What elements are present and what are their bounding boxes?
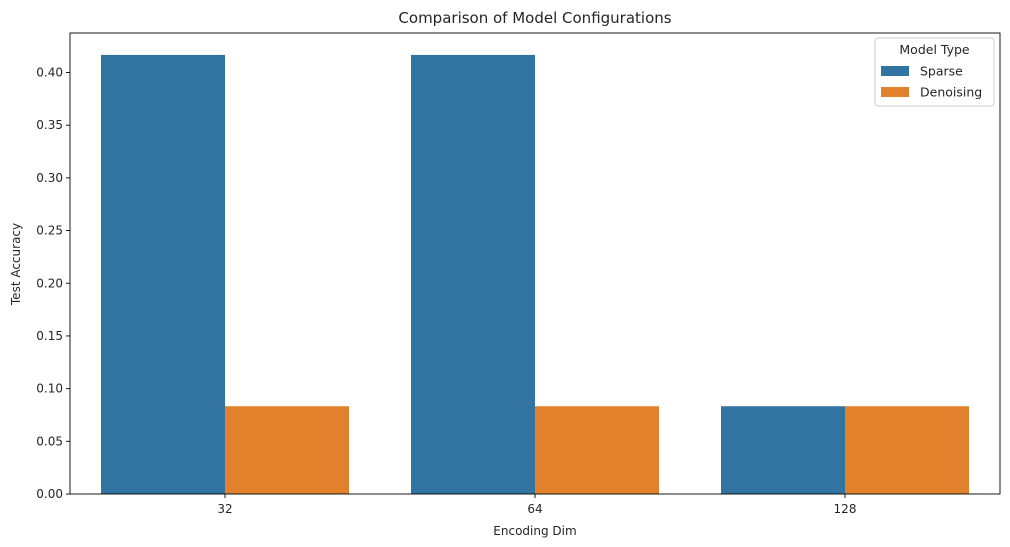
bar-sparse-128 [721, 406, 845, 494]
bar-sparse-64 [411, 54, 535, 494]
x-tick-label: 128 [834, 502, 857, 516]
bars-group [101, 54, 969, 494]
bar-sparse-32 [101, 54, 225, 494]
y-tick-label: 0.10 [36, 382, 63, 396]
legend-title: Model Type [899, 42, 970, 57]
x-axis-label: Encoding Dim [493, 524, 576, 538]
y-tick-label: 0.20 [36, 276, 63, 290]
legend-label-denoising: Denoising [920, 85, 982, 100]
x-tick-label: 32 [217, 502, 232, 516]
legend: Model Type Sparse Denoising [874, 37, 995, 107]
bar-denoising-32 [225, 406, 349, 494]
y-tick-label: 0.00 [36, 487, 63, 501]
x-axis: 32 64 128 [217, 494, 856, 516]
plot-frame [69, 32, 1001, 495]
legend-label-sparse: Sparse [920, 64, 963, 79]
y-tick-label: 0.30 [36, 171, 63, 185]
chart-title: Comparison of Model Configurations [398, 9, 671, 27]
y-axis-label: Test Accuracy [9, 223, 23, 306]
legend-items: Sparse Denoising [881, 64, 982, 100]
y-tick-label: 0.05 [36, 434, 63, 448]
y-tick-label: 0.35 [36, 118, 63, 132]
y-tick-label: 0.40 [36, 66, 63, 80]
bar-denoising-64 [535, 406, 659, 494]
legend-swatch-denoising [881, 87, 909, 97]
legend-swatch-sparse [881, 66, 909, 76]
x-tick-label: 64 [527, 502, 542, 516]
y-tick-label: 0.25 [36, 224, 63, 238]
bar-denoising-128 [845, 406, 969, 494]
y-axis: 0.00 0.05 0.10 0.15 0.20 0.25 0.30 0.35 0.40 [36, 66, 70, 501]
y-tick-label: 0.15 [36, 329, 63, 343]
